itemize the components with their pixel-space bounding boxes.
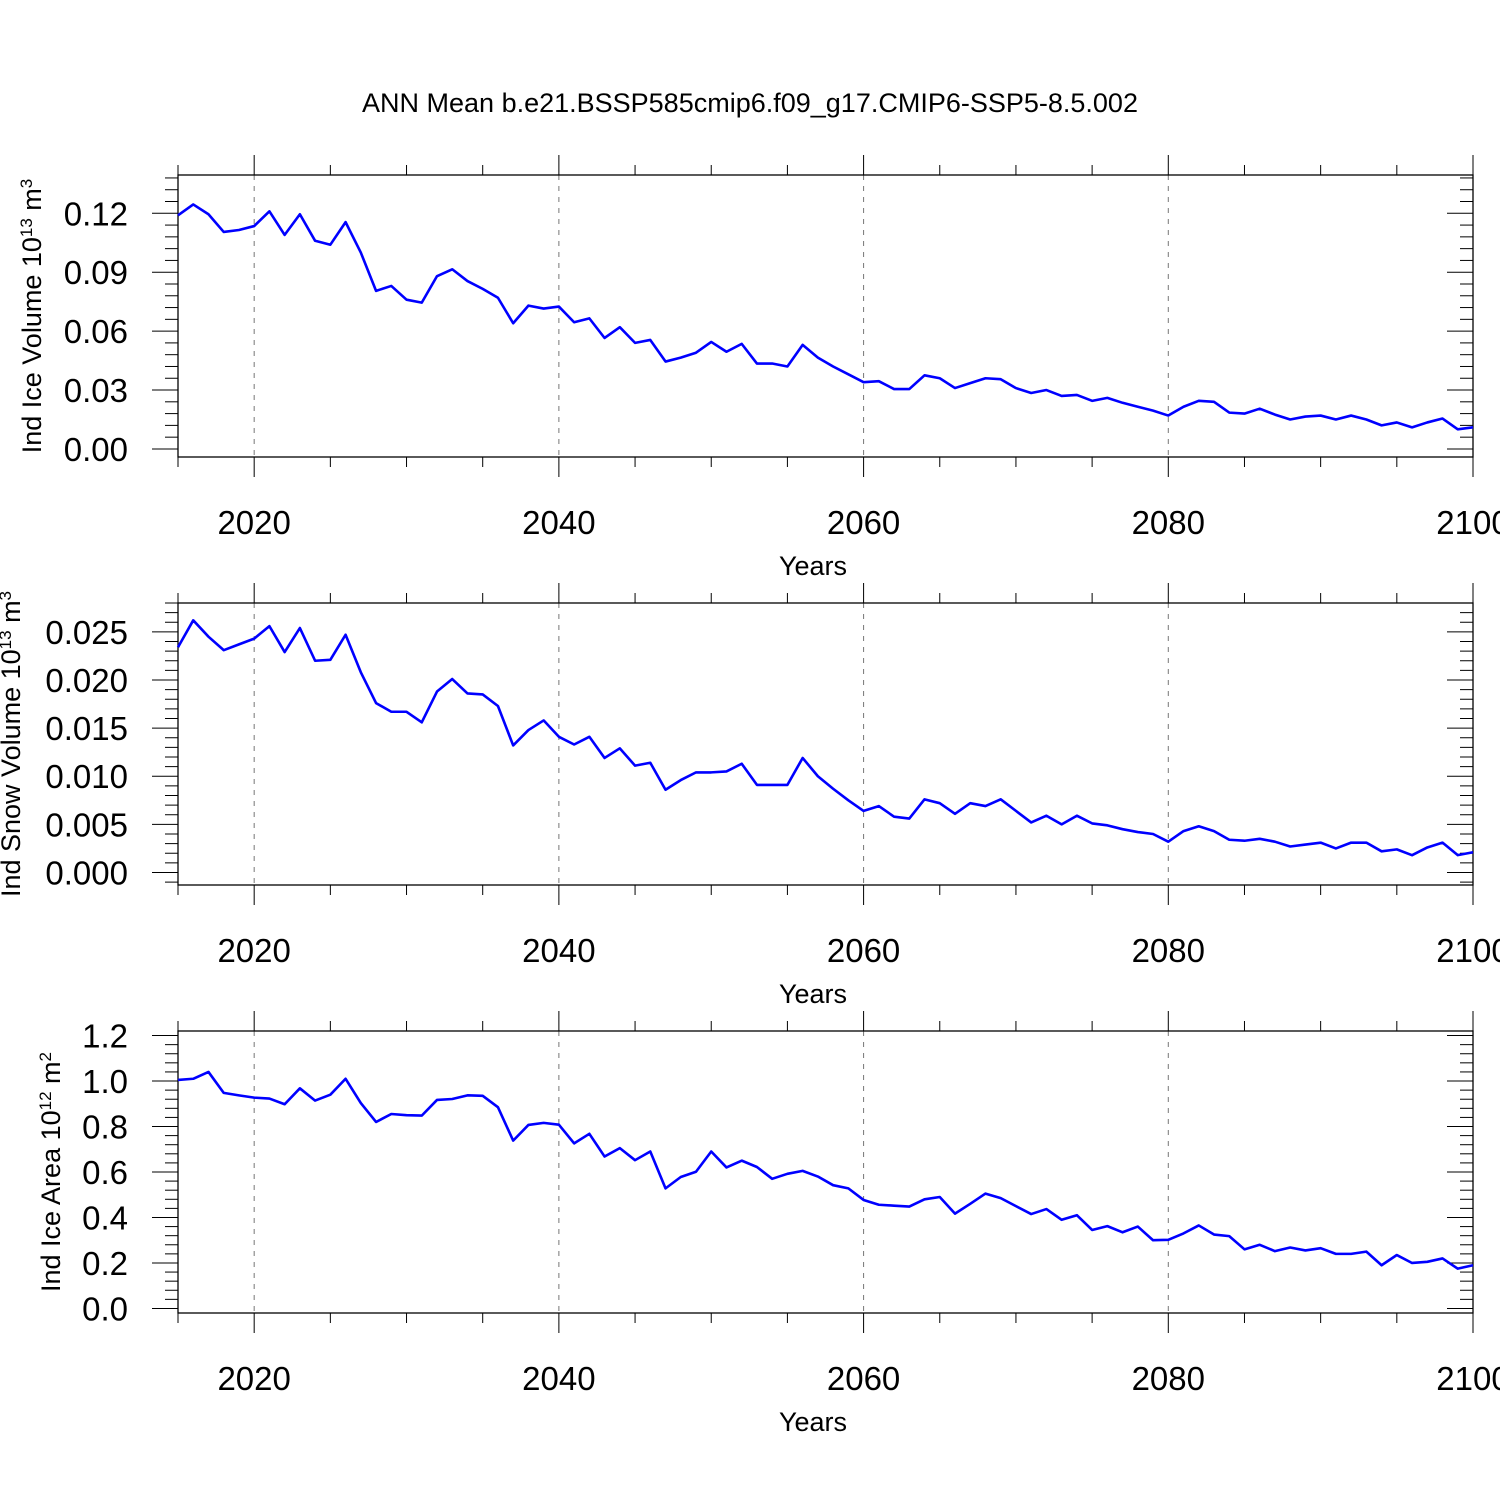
panel-ice-area: Ind Ice Area 1012 m2 Years 2020 2040 2060 2… xyxy=(36,1011,1500,1437)
plot-frame xyxy=(177,602,1474,886)
x-tick-label: 2020 xyxy=(217,1360,290,1397)
y-tick-label: 0.4 xyxy=(82,1199,128,1236)
y-axis-label: Ind Ice Area 1012 m2 xyxy=(36,1052,66,1292)
y-tick-label: 0.00 xyxy=(64,431,128,468)
plot-frame xyxy=(177,174,1474,458)
y-tick-label: 0.06 xyxy=(64,313,128,350)
series-line xyxy=(177,203,1474,431)
x-tick-label: 2080 xyxy=(1132,504,1205,541)
x-tick-label: 2040 xyxy=(522,1360,595,1397)
y-tick-label: 0.015 xyxy=(45,710,128,747)
x-axis-label: Years xyxy=(779,1407,847,1437)
y-tick-label: 0.03 xyxy=(64,372,128,409)
x-tick-label: 2060 xyxy=(827,1360,900,1397)
y-tick-label: 0.8 xyxy=(82,1109,128,1146)
x-tick-label: 2040 xyxy=(522,504,595,541)
x-tick-label: 2040 xyxy=(522,932,595,969)
y-tick-label: 0.2 xyxy=(82,1245,128,1282)
y-tick-label: 0.000 xyxy=(45,854,128,891)
series-line xyxy=(176,619,1474,857)
plot-frame xyxy=(177,1030,1474,1314)
panel-snow-volume: Ind Snow Volume 1013 m3 Years 2020 2040 20… xyxy=(0,583,1500,1009)
y-axis-label: Ind Snow Volume 1013 m3 xyxy=(0,591,26,897)
x-tick-label: 2080 xyxy=(1132,1360,1205,1397)
x-axis-label: Years xyxy=(779,979,847,1009)
y-tick-label: 0.010 xyxy=(45,758,128,795)
x-axis-label: Years xyxy=(779,551,847,581)
y-tick-label: 0.09 xyxy=(64,254,128,291)
x-tick-label: 2080 xyxy=(1132,932,1205,969)
series-line xyxy=(177,1070,1474,1270)
y-tick-label: 0.0 xyxy=(82,1290,128,1327)
y-tick-label: 1.2 xyxy=(82,1018,128,1055)
x-tick-label: 2020 xyxy=(217,932,290,969)
panel-ice-volume: Ind Ice Volume 1013 m3 Years 2020 2040 206… xyxy=(17,155,1500,581)
y-tick-label: 0.12 xyxy=(64,195,128,232)
y-tick-label: 0.020 xyxy=(45,662,128,699)
y-axis-label: Ind Ice Volume 1013 m3 xyxy=(17,179,47,454)
chart-title: ANN Mean b.e21.BSSP585cmip6.f09_g17.CMIP… xyxy=(362,88,1138,118)
x-tick-label: 2060 xyxy=(827,932,900,969)
y-tick-label: 0.025 xyxy=(45,614,128,651)
y-tick-label: 0.005 xyxy=(45,806,128,843)
x-tick-label: 2020 xyxy=(217,504,290,541)
y-tick-label: 0.6 xyxy=(82,1154,128,1191)
y-tick-label: 1.0 xyxy=(82,1063,128,1100)
x-tick-label: 2060 xyxy=(827,504,900,541)
